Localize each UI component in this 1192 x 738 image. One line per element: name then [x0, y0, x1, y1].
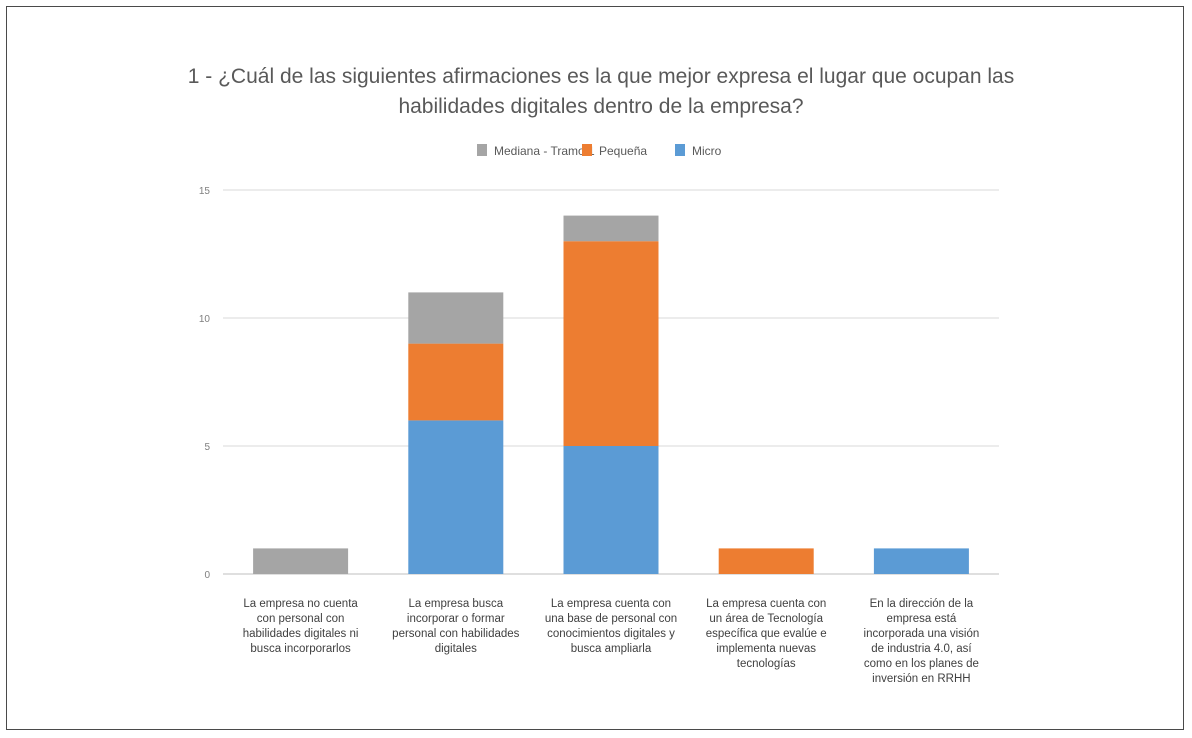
x-category-label-line: incorporada una visión [864, 628, 980, 640]
bar-segment-micro [873, 548, 969, 574]
bar-segment-mediana-tramo-1 [408, 292, 504, 344]
x-category-label-line: personal con habilidades [392, 628, 519, 640]
x-category-label-line: digitales [435, 643, 477, 655]
x-category-label-line: de industria 4.0, así [871, 643, 972, 655]
x-category-label-line: como en los planes de [864, 658, 979, 670]
bar-segment-mediana-tramo-1 [563, 215, 659, 242]
x-category-label-line: un área de Tecnología [709, 613, 823, 625]
legend-swatch [477, 144, 487, 156]
legend-swatch [675, 144, 685, 156]
x-category-label-line: conocimientos digitales y [547, 628, 675, 640]
bar-segment-peque-a [718, 548, 814, 574]
chart-title-line: habilidades digitales dentro de la empre… [398, 95, 803, 118]
x-category-label-line: tecnologías [737, 658, 796, 670]
x-category-label-line: En la dirección de la [870, 598, 974, 610]
x-category-label-line: La empresa cuenta con [706, 598, 826, 610]
x-category-label-line: empresa está [887, 613, 957, 625]
legend-label: Micro [692, 144, 722, 158]
stacked-bar-chart: 1 - ¿Cuál de las siguientes afirmaciones… [188, 65, 1014, 685]
bar-segment-peque-a [563, 241, 659, 446]
legend-label: Mediana - Tramo 1 [494, 144, 595, 158]
x-category-label-line: con personal con [257, 613, 345, 625]
bar-segment-mediana-tramo-1 [253, 548, 349, 574]
y-tick-label: 5 [204, 442, 210, 453]
y-tick-label: 0 [204, 570, 210, 581]
x-category-label-line: La empresa no cuenta [243, 598, 358, 610]
x-category-label-line: La empresa busca [408, 598, 503, 610]
bar-segment-micro [408, 420, 504, 574]
y-tick-label: 10 [199, 314, 211, 325]
bar-segment-peque-a [408, 343, 504, 421]
x-category-label-line: busca incorporarlos [250, 643, 351, 655]
x-category-label-line: inversión en RRHH [872, 673, 970, 685]
x-category-label-line: habilidades digitales ni [243, 628, 359, 640]
x-category-label-line: La empresa cuenta con [551, 598, 671, 610]
legend-swatch [582, 144, 592, 156]
bar-segment-micro [563, 446, 659, 574]
x-category-label-line: una base de personal con [545, 613, 677, 625]
chart-frame: 1 - ¿Cuál de las siguientes afirmaciones… [6, 6, 1184, 730]
x-category-label-line: incorporar o formar [407, 613, 505, 625]
legend-label: Pequeña [599, 144, 647, 158]
chart-title-line: 1 - ¿Cuál de las siguientes afirmaciones… [188, 65, 1014, 88]
x-category-label-line: implementa nuevas [716, 643, 816, 655]
x-category-label-line: específica que evalúe e [706, 628, 827, 640]
y-tick-label: 15 [199, 186, 211, 197]
x-category-label-line: busca ampliarla [571, 643, 652, 655]
